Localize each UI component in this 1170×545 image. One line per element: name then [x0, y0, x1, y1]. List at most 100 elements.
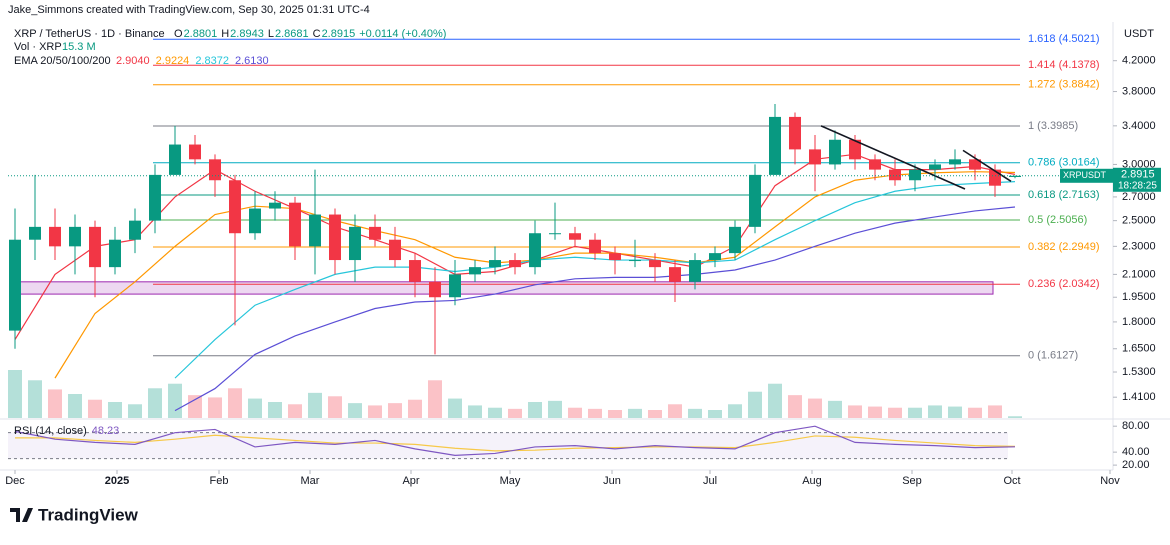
- volume-bar: [688, 408, 702, 418]
- last-price-value: 2.8915: [1121, 169, 1155, 181]
- ohlc-value: 2.8915: [322, 28, 356, 40]
- candle-body: [249, 208, 261, 234]
- candle-body: [589, 239, 601, 254]
- fib-label: 1.414 (4.1378): [1028, 59, 1100, 71]
- x-tick-label: Jun: [603, 475, 621, 487]
- candle-body: [229, 180, 241, 234]
- y-tick-label: 3.4000: [1122, 120, 1156, 132]
- ohlc-value: 2.8801: [184, 28, 218, 40]
- volume-value: 15.3 M: [62, 41, 96, 53]
- y-tick-label: 2.7000: [1122, 191, 1156, 203]
- candle-body: [549, 233, 561, 235]
- volume-bar: [668, 404, 682, 418]
- volume-bar: [188, 395, 202, 418]
- y-tick-label: 2.3000: [1122, 240, 1156, 252]
- volume-bar: [748, 391, 762, 418]
- volume-bar: [408, 399, 422, 418]
- candle-body: [409, 260, 421, 282]
- candle-body: [329, 214, 341, 261]
- fib-label: 0.382 (2.2949): [1028, 241, 1100, 253]
- candle-body: [149, 174, 161, 221]
- ohlc-value: 2.8943: [230, 28, 264, 40]
- volume-bar: [908, 407, 922, 418]
- rsi-band: [8, 432, 1008, 459]
- candle-body: [989, 169, 1001, 186]
- candle-body: [49, 226, 61, 247]
- credit: Jake_Simmons created with TradingView.co…: [8, 4, 370, 16]
- candle-body: [349, 226, 361, 261]
- ohlc-value: 2.8681: [275, 28, 309, 40]
- volume-bar: [708, 410, 722, 418]
- volume-bar: [508, 408, 522, 418]
- candle-body: [309, 214, 321, 247]
- candle-body: [849, 139, 861, 160]
- volume-bar: [788, 395, 802, 418]
- volume-bar: [948, 406, 962, 418]
- candle-body: [509, 260, 521, 268]
- candle-body: [69, 226, 81, 247]
- candle-body: [449, 274, 461, 298]
- candle-body: [789, 116, 801, 150]
- candle-body: [769, 116, 781, 175]
- volume-bar: [388, 403, 402, 418]
- last-price-box: [1060, 168, 1113, 183]
- volume-bar: [228, 388, 242, 418]
- volume-bar: [468, 405, 482, 418]
- volume-bar: [428, 380, 442, 418]
- rsi-value: 48.23: [92, 425, 120, 437]
- volume-bar: [888, 407, 902, 418]
- volume-bar: [968, 407, 982, 418]
- candle-body: [629, 260, 641, 262]
- volume-bar: [588, 408, 602, 418]
- y-tick-label: 1.4100: [1122, 391, 1156, 403]
- ohlc-key: H: [221, 28, 229, 40]
- logo-mark: [10, 508, 33, 522]
- candle-body: [669, 267, 681, 282]
- volume-bar: [208, 397, 222, 418]
- volume-bar: [148, 388, 162, 418]
- ohlc-key: C: [313, 28, 321, 40]
- fib-label: 0 (1.6127): [1028, 350, 1078, 362]
- x-tick-label: May: [500, 475, 521, 487]
- candle-body: [869, 159, 881, 170]
- candle-body: [29, 226, 41, 240]
- volume-bar: [328, 396, 342, 418]
- rsi-line: [14, 425, 1016, 456]
- volume-bar: [348, 403, 362, 418]
- fib-label: 0.236 (2.0342): [1028, 278, 1100, 290]
- volume-bar: [48, 389, 62, 418]
- y-tick-label: 1.9500: [1122, 291, 1156, 303]
- candle-body: [709, 253, 721, 261]
- ema-line: [174, 206, 1016, 412]
- x-tick-label: Nov: [1100, 475, 1120, 487]
- ohlc-key: O: [174, 28, 183, 40]
- volume-bar: [168, 383, 182, 418]
- volume-bar: [8, 370, 22, 418]
- ema-label: EMA 20/50/100/200: [14, 55, 111, 67]
- volume-bar: [128, 404, 142, 418]
- volume-bar: [808, 398, 822, 418]
- candle-body: [929, 164, 941, 170]
- candle-body: [129, 220, 141, 240]
- x-tick-label: Mar: [301, 475, 320, 487]
- rsi-tick-label: 20.00: [1122, 459, 1150, 471]
- x-tick-label: Aug: [802, 475, 822, 487]
- candle-body: [189, 144, 201, 160]
- ema-value: 2.6130: [235, 55, 269, 67]
- volume-bar: [548, 400, 562, 418]
- fib-label: 1.272 (3.8842): [1028, 79, 1100, 91]
- y-tick-label: 4.2000: [1122, 55, 1156, 67]
- change: +0.0114 (+0.40%): [359, 28, 446, 40]
- x-tick-label: Dec: [5, 475, 25, 487]
- volume-bar: [828, 400, 842, 418]
- candle-body: [389, 239, 401, 261]
- y-tick-label: 1.6500: [1122, 343, 1156, 355]
- volume-bar: [108, 402, 122, 418]
- candle-body: [829, 139, 841, 165]
- volume-bar: [728, 404, 742, 418]
- fib-label: 0.5 (2.5056): [1028, 214, 1087, 226]
- volume-bar: [368, 405, 382, 418]
- logo: TradingView: [10, 505, 139, 524]
- trendline: [962, 149, 1012, 183]
